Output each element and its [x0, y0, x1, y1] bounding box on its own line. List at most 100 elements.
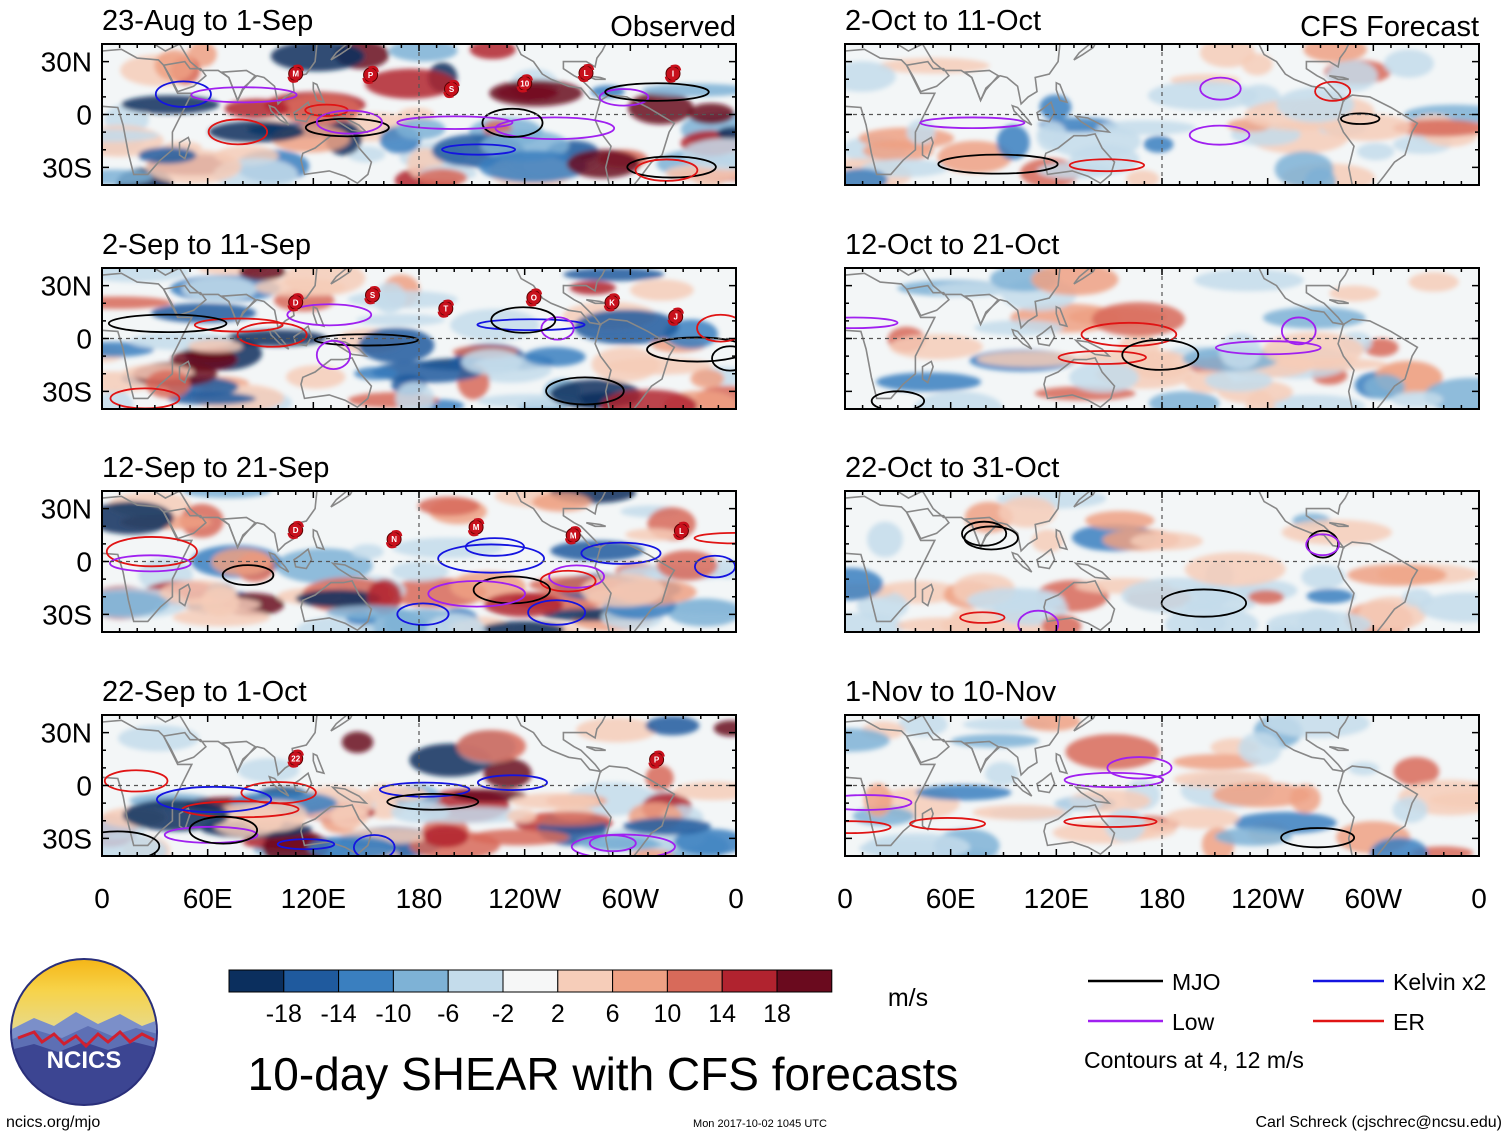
contour-line — [240, 781, 317, 805]
colorbar-tick-label: 14 — [708, 1000, 736, 1028]
land-outline — [905, 507, 950, 540]
panel-1-3: 1-Nov to 10-Nov — [844, 676, 1480, 857]
colorbar-swatch — [338, 969, 394, 993]
contour-line — [1121, 339, 1200, 371]
contour-line — [909, 817, 986, 831]
shear-blob — [1417, 592, 1479, 623]
tick-marks — [844, 714, 1480, 857]
storm-label: K — [609, 298, 615, 307]
contour-line — [1063, 815, 1158, 828]
shear-blob — [573, 309, 679, 345]
lon-label: 180 — [1139, 883, 1186, 914]
coastlines — [102, 491, 676, 632]
shear-blob — [863, 833, 971, 856]
land-outline — [845, 272, 937, 400]
panel-0-2: D N M M L 30N 0 30S 12-Sep to 21-Sep — [41, 452, 737, 633]
shear-blob — [630, 279, 694, 301]
lon-label: 0 — [1471, 883, 1487, 914]
colorbar-tick-label: -2 — [492, 1000, 514, 1028]
shear-blob — [645, 715, 700, 736]
storm-label: P — [368, 71, 374, 80]
panel-title: 12-Sep to 21-Sep — [102, 452, 329, 484]
colorbar-tick-label: -18 — [266, 1000, 302, 1028]
shear-blob — [845, 168, 888, 185]
land-outline — [219, 69, 257, 103]
colorbar: -18 -14 -10 -6 -2 2 6 10 14 18 — [228, 969, 833, 1028]
storm-label: L — [679, 527, 684, 536]
shear-blob — [102, 129, 160, 142]
lon-label: 0 — [837, 883, 853, 914]
land-outline — [300, 356, 373, 409]
shear-blob — [1069, 362, 1139, 393]
land-outline — [268, 551, 290, 573]
shear-blob — [1205, 369, 1273, 392]
shear-blob — [1085, 510, 1155, 531]
storm-marker: N — [385, 530, 403, 549]
lon-label: 0 — [728, 883, 744, 914]
storm-label: D — [293, 298, 299, 307]
shear-blob — [645, 764, 674, 791]
land-outline — [1036, 100, 1056, 123]
land-outline — [1055, 752, 1069, 775]
shear-blob — [1248, 590, 1285, 605]
land-outline — [845, 715, 1061, 777]
land-outline — [293, 771, 313, 794]
shear-blob — [395, 381, 435, 409]
contour-line — [154, 80, 212, 108]
shear-blob — [283, 268, 366, 296]
shear-blob — [896, 617, 985, 632]
storm-marker: L — [673, 521, 690, 540]
contours — [845, 756, 1356, 849]
shear-blob — [1306, 588, 1354, 604]
shear-blob — [181, 276, 257, 303]
colorbar-swatch — [721, 969, 778, 993]
contour-line — [598, 88, 650, 107]
shear-blob — [367, 579, 402, 614]
shear-field — [845, 715, 1479, 856]
shear-blob — [524, 347, 586, 367]
land-outline — [1337, 541, 1419, 632]
contour-line — [386, 792, 480, 811]
contour-line — [646, 336, 736, 363]
storm-label: J — [673, 313, 677, 322]
shear-blob — [237, 758, 300, 783]
shear-blob — [1276, 87, 1355, 123]
storm-label: N — [391, 535, 397, 544]
shear-blob — [417, 496, 480, 516]
shear-blob — [373, 282, 406, 314]
shear-blob — [1172, 754, 1262, 770]
contour-line — [1280, 827, 1356, 849]
storm-marker: J — [667, 307, 684, 326]
land-outline — [585, 745, 606, 752]
land-outline — [1328, 298, 1349, 305]
storm-marker: M — [564, 526, 582, 545]
shear-blob — [102, 296, 172, 309]
shear-blob — [1264, 715, 1370, 738]
lon-label: 120E — [1024, 883, 1089, 914]
contour-line — [1068, 158, 1145, 173]
land-outline — [330, 44, 353, 61]
shear-blob — [1356, 142, 1395, 161]
land-outline — [594, 541, 676, 632]
land-outline — [162, 731, 207, 764]
shear-blob — [201, 586, 240, 617]
contour-line — [634, 158, 699, 182]
contour-line — [959, 611, 1006, 624]
land-outline — [312, 752, 326, 775]
shear-blob — [985, 761, 1019, 786]
land-outline — [330, 339, 369, 358]
shear-blob — [396, 118, 446, 140]
land-outline — [1073, 786, 1112, 805]
contour-line — [221, 564, 275, 587]
shear-blob — [532, 492, 591, 512]
contour-line — [105, 536, 198, 568]
shear-blob — [172, 608, 271, 627]
shear-blob — [1391, 391, 1444, 408]
land-outline — [962, 740, 1000, 774]
contour-line — [107, 313, 228, 334]
contour-line — [1314, 80, 1352, 102]
storm-label: M — [570, 531, 577, 540]
storm-marker: S — [364, 286, 381, 305]
land-outline — [1073, 115, 1112, 134]
coastlines — [845, 44, 1419, 185]
